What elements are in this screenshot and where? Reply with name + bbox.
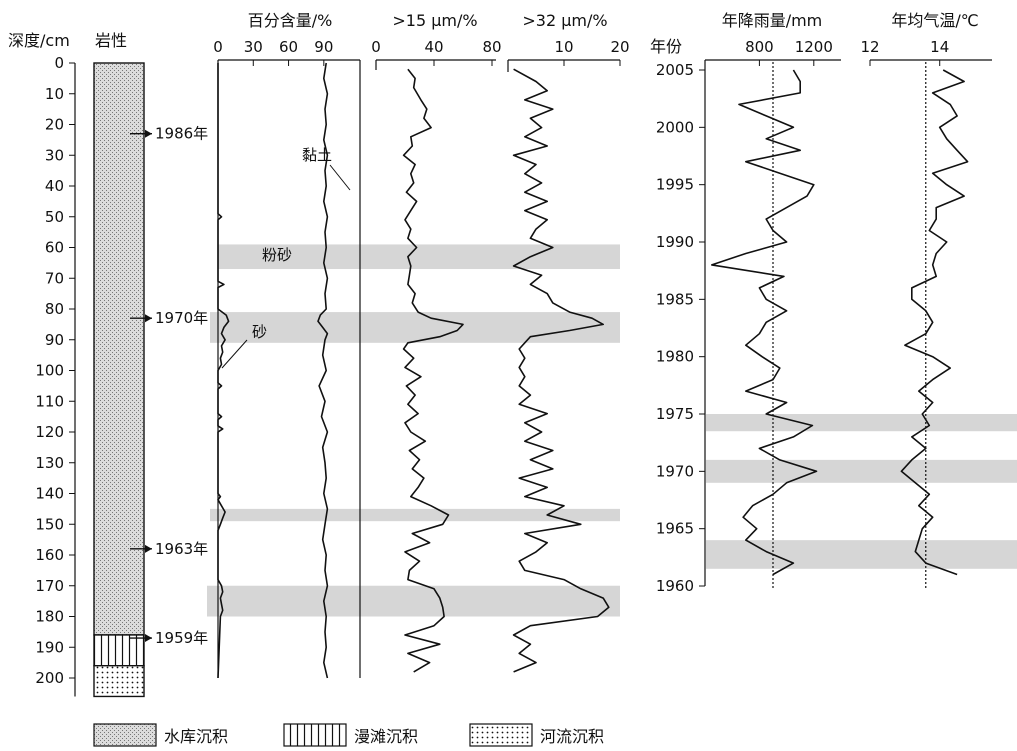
legend-label: 水库沉积: [164, 727, 228, 746]
series-line: [402, 68, 464, 673]
depth-tick-label: 200: [35, 669, 64, 687]
highlight-band-depth: [210, 312, 620, 343]
panel-tick-label: 0: [371, 38, 381, 56]
series-line: [512, 68, 610, 673]
panel-title: 年降雨量/mm: [722, 11, 823, 30]
depth-tick-label: 110: [35, 392, 64, 410]
legend-swatch: [469, 723, 533, 747]
year-tick-label: 1995: [656, 176, 694, 194]
annotation-leader: [221, 339, 248, 369]
panel-tick-label: 90: [314, 38, 333, 56]
series-line: [317, 62, 329, 679]
highlight-bands: [207, 244, 1017, 617]
series-line: [217, 63, 230, 679]
depth-axis-label: 深度/cm: [8, 31, 70, 50]
panel-title: >32 μm/%: [522, 11, 607, 30]
date-marker-label: 1970年: [155, 309, 208, 327]
panel-title: 年均气温/℃: [891, 11, 978, 30]
legend-swatch: [93, 723, 157, 747]
panel-tick-label: 40: [424, 38, 443, 56]
annotation-clay: 黏土: [302, 146, 332, 164]
year-tick-label: 1980: [656, 348, 694, 366]
panel-tick-label: 14: [930, 38, 949, 56]
date-marker-arrowhead: [145, 314, 152, 323]
legend-label: 河流沉积: [540, 727, 604, 746]
year-tick-label: 2000: [656, 118, 694, 136]
depth-tick-label: 90: [45, 331, 64, 349]
year-tick-label: 2005: [656, 61, 694, 79]
depth-tick-label: 150: [35, 515, 64, 533]
depth-tick-label: 50: [45, 208, 64, 226]
series-line: [900, 69, 969, 576]
panel-tick-label: 12: [860, 38, 879, 56]
lithology-title: 岩性: [95, 31, 127, 50]
panel-tick-label: 20: [610, 38, 629, 56]
depth-tick-label: 130: [35, 454, 64, 472]
annotation-sand: 砂: [252, 323, 267, 341]
year-tick-label: 1990: [656, 233, 694, 251]
annotation-silt: 粉砂: [262, 246, 292, 264]
lithology-column: 岩性 1986年 1970年 1963年 1959年: [93, 31, 208, 698]
depth-tick-label: 80: [45, 300, 64, 318]
date-marker-label: 1963年: [155, 540, 208, 558]
depth-tick-label: 160: [35, 546, 64, 564]
highlight-band-depth: [210, 508, 620, 522]
climate-panels: 年份 1960 1965 1970 1975 1980 1985 1990 1995 2000 20…: [650, 11, 992, 595]
depth-axis: 深度/cm 0 10 20 30 40 50 60 70 80 90 100 110 120 130 140 1…: [8, 31, 76, 697]
panel-tick-label: 1200: [795, 38, 833, 56]
depth-tick-label: 60: [45, 239, 64, 257]
panel-tick-label: 30: [244, 38, 263, 56]
highlight-band-year: [706, 414, 1017, 432]
legend: 水库沉积 漫滩沉积 河流沉积: [93, 723, 604, 747]
depth-tick-label: 170: [35, 577, 64, 595]
legend-label: 漫滩沉积: [354, 727, 418, 746]
panel-tick-label: 80: [482, 38, 501, 56]
depth-tick-label: 120: [35, 423, 64, 441]
panel-title: >15 μm/%: [392, 11, 477, 30]
year-tick-label: 1970: [656, 462, 694, 480]
date-marker-arrowhead: [145, 129, 152, 138]
panel-tick-label: 800: [745, 38, 774, 56]
year-tick-label: 1965: [656, 520, 694, 538]
highlight-band-year: [706, 459, 1017, 483]
depth-tick-label: 30: [45, 146, 64, 164]
highlight-band-depth: [207, 585, 620, 617]
year-tick-label: 1975: [656, 405, 694, 423]
depth-tick-label: 190: [35, 638, 64, 656]
year-axis-label: 年份: [650, 37, 682, 56]
date-marker-arrowhead: [145, 544, 152, 553]
depth-tick-label: 10: [45, 85, 64, 103]
depth-tick-label: 0: [54, 54, 64, 72]
date-marker-arrowhead: [145, 634, 152, 643]
date-marker-label: 1986年: [155, 125, 208, 143]
panel-tick-label: 60: [279, 38, 298, 56]
depth-tick-label: 180: [35, 608, 64, 626]
lithology-unit: [93, 665, 145, 698]
panel-tick-label: 0: [213, 38, 223, 56]
depth-tick-label: 20: [45, 116, 64, 134]
legend-swatch: [283, 723, 347, 747]
annotation-leader: [329, 164, 351, 191]
depth-tick-label: 40: [45, 177, 64, 195]
depth-tick-label: 70: [45, 269, 64, 287]
year-tick-label: 1960: [656, 577, 694, 595]
series-line: [710, 69, 818, 576]
lithology-unit: [93, 634, 145, 667]
highlight-band-depth: [218, 244, 620, 270]
lithology-unit: [93, 62, 145, 636]
depth-tick-label: 140: [35, 485, 64, 503]
year-tick-label: 1985: [656, 290, 694, 308]
panel-title: 百分含量/%: [248, 11, 333, 30]
panel-tick-label: 10: [554, 38, 573, 56]
date-marker-label: 1959年: [155, 629, 208, 647]
highlight-band-year: [706, 540, 1017, 569]
depth-tick-label: 100: [35, 362, 64, 380]
